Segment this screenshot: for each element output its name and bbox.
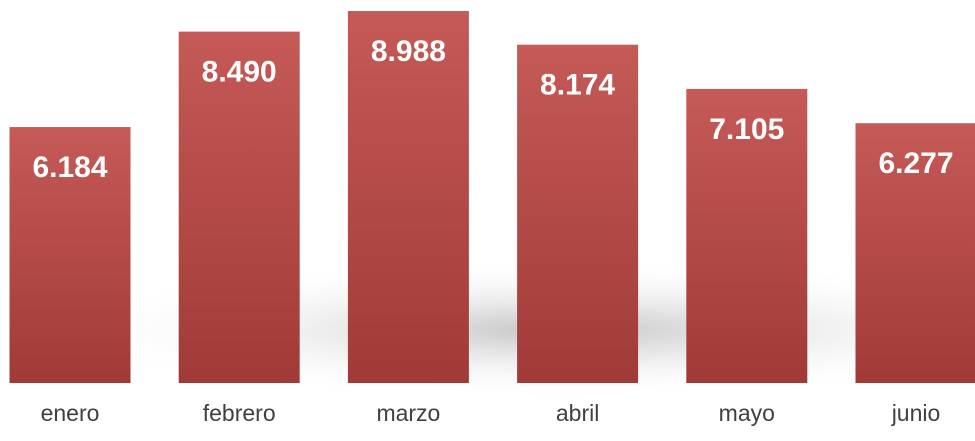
data-label: 8.490	[202, 56, 277, 89]
data-label: 6.184	[32, 151, 107, 184]
bar	[9, 127, 131, 383]
data-label: 6.277	[878, 147, 953, 180]
bar	[178, 31, 300, 384]
bar	[517, 44, 639, 384]
x-tick-label: mayo	[719, 400, 775, 426]
bar	[347, 11, 469, 383]
data-label: 8.988	[371, 35, 446, 68]
data-label: 8.174	[540, 69, 615, 102]
x-tick-label: junio	[891, 400, 941, 426]
bar	[686, 88, 808, 384]
x-tick-label: enero	[41, 400, 100, 426]
x-tick-label: marzo	[376, 400, 440, 426]
data-label: 7.105	[709, 113, 784, 146]
x-tick-label: abril	[556, 400, 599, 426]
x-tick-label: febrero	[203, 400, 276, 426]
bar	[855, 123, 975, 383]
